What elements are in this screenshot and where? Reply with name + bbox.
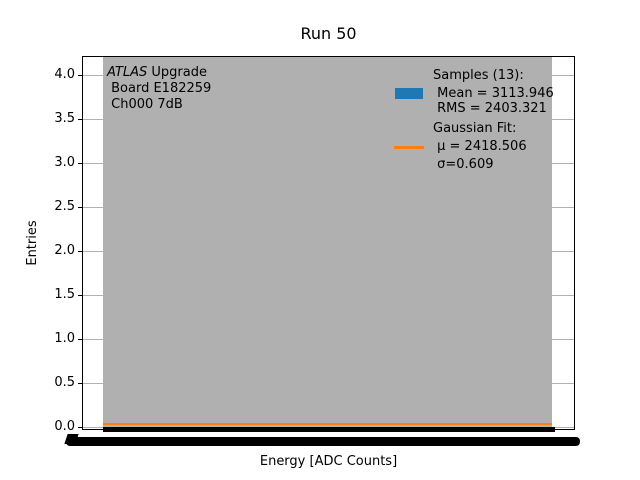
y-tick	[78, 163, 82, 164]
info-box-upgrade: Upgrade	[147, 65, 207, 80]
y-tick-label: 0.5	[54, 375, 75, 390]
y-tick-label: 2.0	[54, 243, 75, 258]
info-box-board: Board E182259	[107, 81, 212, 96]
legend-mu-value: μ = 2418.506	[433, 139, 527, 154]
y-tick-label: 0.0	[54, 419, 75, 434]
y-axis-label: Entries	[25, 220, 40, 266]
info-box: ATLAS Upgrade Board E182259 Ch000 7dB	[107, 65, 211, 113]
y-tick-label: 3.0	[54, 155, 75, 170]
legend-mean-value: Mean = 3113.946	[433, 86, 554, 101]
info-box-channel: Ch000 7dB	[107, 97, 183, 112]
histogram-baseline-bar	[103, 427, 555, 432]
y-tick	[78, 383, 82, 384]
y-tick-label: 1.0	[54, 331, 75, 346]
legend-samples-header: Samples (13):	[433, 68, 524, 83]
y-tick	[78, 339, 82, 340]
chart-title: Run 50	[300, 24, 357, 43]
info-box-experiment: ATLAS	[107, 65, 148, 80]
y-tick-label: 3.5	[54, 111, 75, 126]
y-tick	[78, 427, 82, 428]
gaussian-fit-line	[103, 423, 552, 425]
legend-fit-header: Gaussian Fit:	[433, 121, 517, 136]
y-tick-label: 1.5	[54, 287, 75, 302]
x-axis-label: Energy [ADC Counts]	[259, 454, 398, 469]
y-tick	[78, 251, 82, 252]
samples-legend-swatch	[395, 88, 423, 99]
y-tick	[78, 119, 82, 120]
y-tick	[78, 75, 82, 76]
x-tick-labels-overlapped	[66, 437, 580, 446]
fit-legend-line	[394, 146, 424, 149]
legend-rms-value: RMS = 2403.321	[433, 101, 547, 116]
y-tick	[78, 207, 82, 208]
histogram-fill	[103, 57, 552, 429]
legend-sigma-value: σ=0.609	[433, 157, 494, 172]
y-tick-label: 4.0	[54, 67, 75, 82]
plot-area	[82, 56, 575, 430]
y-tick-label: 2.5	[54, 199, 75, 214]
y-tick	[78, 295, 82, 296]
